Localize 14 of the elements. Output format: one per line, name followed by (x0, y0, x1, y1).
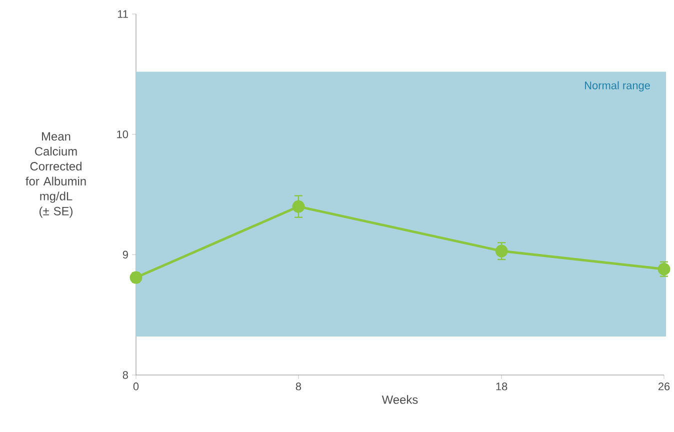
y-tick-label: 10 (117, 130, 128, 138)
point (292, 200, 305, 213)
y-tick-label: 9 (122, 250, 128, 259)
x-tick-label: 18 (496, 382, 508, 390)
x-tick-label: 0 (133, 382, 139, 390)
band-label: Normal range (585, 81, 650, 92)
x-tick-label: 8 (296, 382, 302, 390)
y-axis-title: Mean Calcium Corrected for Albumin mg/dL (± SE) (26, 132, 86, 218)
point (130, 271, 142, 284)
y-tick-label: 11 (118, 10, 128, 18)
y-tick-label: 8 (122, 371, 128, 379)
x-tick-label: 26 (658, 382, 670, 390)
x-axis-title: Weeks (382, 395, 418, 404)
point (495, 244, 508, 258)
